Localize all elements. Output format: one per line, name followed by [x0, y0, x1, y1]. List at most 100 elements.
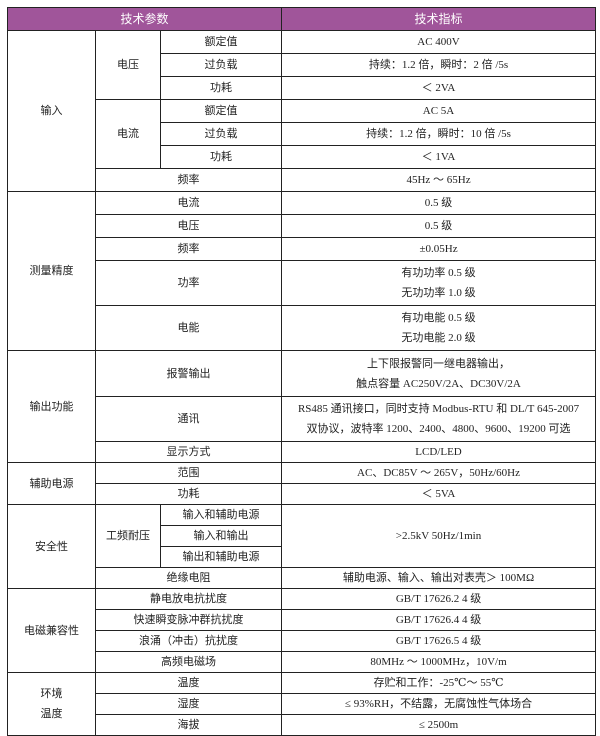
param-label: 电能 — [94, 305, 283, 351]
param-label: 通讯 — [94, 396, 283, 442]
group-withstand: 工频耐压 — [95, 504, 161, 568]
param-value: 80MHz ～ 1000MHz，10V/m — [281, 651, 597, 673]
table-row: 辅助电源 范围 AC、DC85V ～ 265V，50Hz/60Hz — [7, 462, 597, 505]
header-row: 技术参数 技术指标 — [6, 7, 597, 31]
param-value: >2.5kV 50Hz/1min — [281, 504, 597, 568]
param-label: 电压 — [94, 214, 283, 238]
param-value: 0.5 级 — [281, 214, 597, 238]
table-row: 电磁兼容性 静电放电抗扰度 GB/T 17626.2 4 级 — [7, 588, 597, 673]
section-aux: 辅助电源 — [7, 462, 96, 505]
param-value: ±0.05Hz — [281, 237, 597, 261]
table-row: 频率 ±0.05Hz — [8, 237, 597, 261]
param-value: ≤ 2500m — [281, 714, 597, 736]
header-param: 技术参数 — [6, 7, 283, 31]
param-value: 有功电能 0.5 级无功电能 2.0 级 — [281, 305, 597, 351]
table-row: 安全性 工频耐压 输入和辅助电源 >2.5kV 50Hz/1min — [7, 504, 597, 589]
header-spec: 技术指标 — [281, 7, 597, 31]
table-row: 快速瞬变脉冲群抗扰度 GB/T 17626.4 4 级 — [8, 609, 597, 631]
param-value: 上下限报警同一继电器输出， 触点容量 AC250V/2A、DC30V/2A — [281, 350, 597, 397]
section-output: 输出功能 — [7, 350, 96, 463]
group-current: 电流 — [95, 99, 161, 169]
section-input: 输入 — [7, 30, 96, 192]
param-value: 0.5 级 — [281, 191, 597, 215]
table-row: 显示方式 LCD/LED — [8, 441, 597, 463]
table-row: 绝缘电阻 辅助电源、输入、输出对表壳＞ 100MΩ — [8, 567, 597, 589]
table-row: 浪涌（冲击）抗扰度 GB/T 17626.5 4 级 — [8, 630, 597, 652]
param-value: 持续：1.2 倍，瞬时：10 倍 /5s — [281, 122, 597, 146]
section-accuracy: 测量精度 — [7, 191, 96, 351]
param-label: 报警输出 — [94, 350, 283, 397]
param-label: 频率 — [94, 168, 283, 192]
group-voltage: 电压 — [95, 30, 161, 100]
section-emc: 电磁兼容性 — [7, 588, 96, 673]
param-value: 45Hz ～ 65Hz — [281, 168, 597, 192]
table-row: 功率 有功功率 0.5 级无功功率 1.0 级 — [8, 260, 597, 306]
table-row: 功耗 ＜ 2VA — [8, 76, 597, 100]
param-value: GB/T 17626.2 4 级 — [281, 588, 597, 610]
param-value: GB/T 17626.5 4 级 — [281, 630, 597, 652]
param-value: AC、DC85V ～ 265V，50Hz/60Hz — [281, 462, 597, 484]
param-value: RS485 通讯接口，同时支持 Modbus-RTU 和 DL/T 645-20… — [281, 396, 597, 442]
param-label: 湿度 — [94, 693, 283, 715]
param-label: 显示方式 — [94, 441, 283, 463]
value-line: 有功电能 0.5 级 — [401, 312, 476, 324]
param-value: GB/T 17626.4 4 级 — [281, 609, 597, 631]
param-label: 高频电磁场 — [94, 651, 283, 673]
table-row: 环境 温度 温度 存贮和工作：-25℃～ 55℃ — [7, 672, 597, 736]
section-line: 环境 — [40, 688, 63, 700]
table-row: 电压 0.5 级 — [8, 214, 597, 238]
param-value: ＜ 5VA — [281, 483, 597, 505]
param-label: 功耗 — [159, 76, 283, 100]
param-value: 存贮和工作：-25℃～ 55℃ — [281, 672, 597, 694]
param-label: 静电放电抗扰度 — [94, 588, 283, 610]
section-line: 温度 — [40, 708, 63, 720]
param-label: 过负载 — [159, 53, 283, 77]
section-safety: 安全性 — [7, 504, 96, 589]
table-row: 海拔 ≤ 2500m — [8, 714, 597, 736]
section-env: 环境 温度 — [7, 672, 96, 736]
param-label: 电流 — [94, 191, 283, 215]
param-value: ＜ 2VA — [281, 76, 597, 100]
table-row: 通讯 RS485 通讯接口，同时支持 Modbus-RTU 和 DL/T 645… — [8, 396, 597, 442]
value-line: 双协议，波特率 1200、2400、4800、9600、19200 可选 — [306, 423, 571, 435]
param-label: 过负载 — [159, 122, 283, 146]
table-row: 湿度 ≤ 93%RH，不结露，无腐蚀性气体场合 — [8, 693, 597, 715]
value-line: RS485 通讯接口，同时支持 Modbus-RTU 和 DL/T 645-20… — [297, 403, 580, 415]
spec-table: 技术参数 技术指标 输入 电压 额定值 AC 400V 过负载 持续：1.2 倍… — [6, 7, 597, 736]
table-row: 过负载 持续：1.2 倍，瞬时：2 倍 /5s — [8, 53, 597, 77]
param-label: 功耗 — [94, 483, 283, 505]
value-line: 有功功率 0.5 级 — [401, 267, 476, 279]
param-label: 温度 — [94, 672, 283, 694]
value-line: 触点容量 AC250V/2A、DC30V/2A — [356, 377, 521, 390]
table-row: 测量精度 电流 0.5 级 — [7, 191, 597, 351]
param-value: AC 400V — [281, 30, 597, 54]
param-value: 持续：1.2 倍，瞬时：2 倍 /5s — [281, 53, 597, 77]
param-label: 快速瞬变脉冲群抗扰度 — [94, 609, 283, 631]
table-row: 功耗 ＜ 1VA — [8, 145, 597, 169]
param-label: 额定值 — [159, 30, 283, 54]
param-label: 功耗 — [159, 145, 283, 169]
param-label: 额定值 — [159, 99, 283, 123]
param-label: 浪涌（冲击）抗扰度 — [94, 630, 283, 652]
param-value: 有功功率 0.5 级无功功率 1.0 级 — [281, 260, 597, 306]
param-value: LCD/LED — [281, 441, 597, 463]
value-line: 无功功率 1.0 级 — [401, 287, 476, 299]
param-value: ≤ 93%RH，不结露，无腐蚀性气体场合 — [281, 693, 597, 715]
param-label: 输入和输出 — [159, 525, 283, 547]
param-value: AC 5A — [281, 99, 597, 123]
param-label: 功率 — [94, 260, 283, 306]
param-label: 频率 — [94, 237, 283, 261]
param-label: 输入和辅助电源 — [159, 504, 283, 526]
table-row: 过负载 持续：1.2 倍，瞬时：10 倍 /5s — [8, 122, 597, 146]
table-row: 频率 45Hz ～ 65Hz — [8, 168, 597, 192]
table-row: 电能 有功电能 0.5 级无功电能 2.0 级 — [8, 305, 597, 351]
param-value: 辅助电源、输入、输出对表壳＞ 100MΩ — [281, 567, 597, 589]
param-label: 输出和辅助电源 — [159, 546, 283, 568]
table-row: 输入 电压 额定值 AC 400V — [7, 30, 597, 192]
value-line: 上下限报警同一继电器输出， — [367, 357, 511, 370]
param-label: 绝缘电阻 — [94, 567, 283, 589]
table-row: 输入和输出 — [8, 525, 596, 547]
table-row: 输出功能 报警输出 上下限报警同一继电器输出， 触点容量 AC250V/2A、DC… — [7, 350, 597, 463]
param-label: 范围 — [94, 462, 283, 484]
param-label: 海拔 — [94, 714, 283, 736]
